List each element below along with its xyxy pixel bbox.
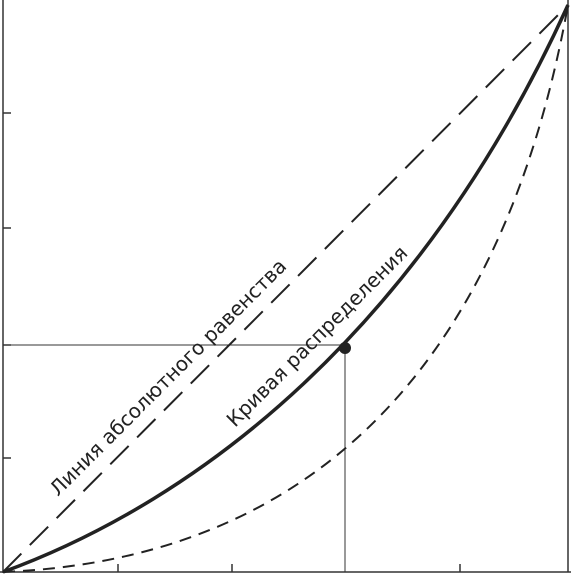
point xyxy=(339,342,351,354)
distribution-curve xyxy=(2,4,570,574)
curve-label: Кривая распределения xyxy=(222,241,413,432)
equality-label: Линия абсолютного равенства xyxy=(45,254,292,501)
lower-curve xyxy=(2,4,569,573)
equality-line xyxy=(2,4,569,573)
